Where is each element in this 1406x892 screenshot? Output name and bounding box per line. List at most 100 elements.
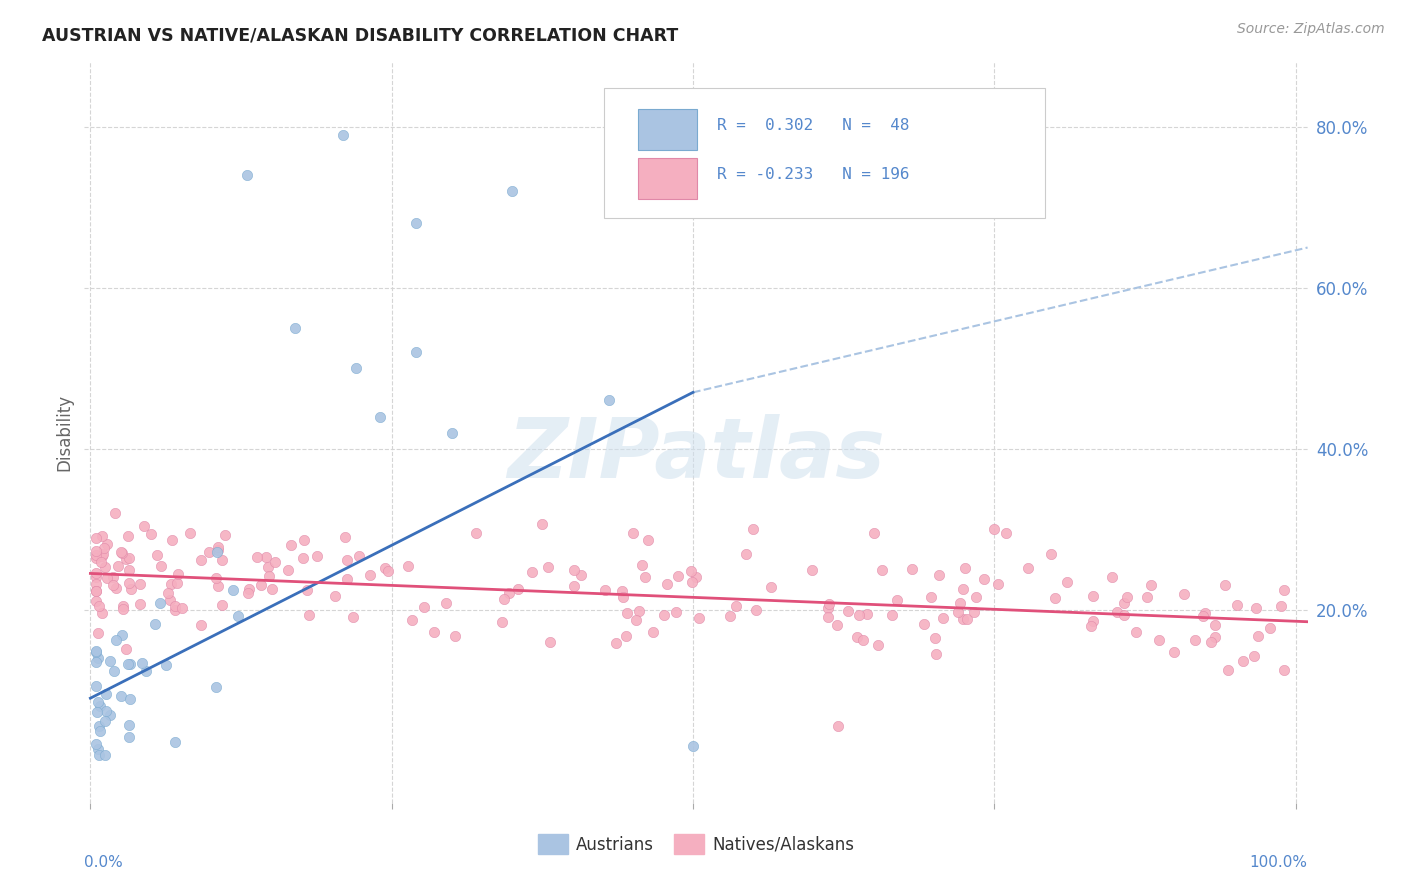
Point: [368, 409, 391, 424]
Point: [827, 719, 849, 733]
Point: [250, 578, 273, 592]
Point: [172, 600, 194, 615]
Point: [129, 577, 152, 591]
Point: [1270, 599, 1292, 614]
Point: [118, 718, 141, 732]
Point: [155, 658, 177, 673]
Point: [332, 128, 354, 142]
Point: [880, 607, 903, 622]
Text: 0.0%: 0.0%: [84, 855, 124, 870]
Point: [86, 566, 108, 580]
Point: [143, 617, 166, 632]
Point: [1218, 663, 1240, 677]
Point: [1204, 618, 1226, 632]
Point: [90, 606, 112, 620]
Point: [1258, 622, 1281, 636]
Point: [631, 558, 654, 572]
Point: [681, 564, 703, 578]
Point: [139, 527, 162, 541]
Point: [221, 583, 243, 598]
Point: [952, 612, 974, 626]
Point: [1226, 598, 1249, 612]
Point: [688, 611, 710, 625]
Point: [118, 731, 141, 745]
Point: [1017, 561, 1039, 575]
Point: [444, 629, 467, 643]
Point: [90, 549, 112, 563]
Point: [98, 654, 121, 668]
Point: [1192, 609, 1215, 624]
Point: [825, 617, 848, 632]
Point: [1040, 548, 1063, 562]
Point: [1112, 608, 1135, 623]
Point: [1272, 582, 1295, 597]
Point: [86, 705, 108, 719]
Point: [405, 345, 427, 359]
Point: [207, 540, 229, 554]
Point: [643, 624, 665, 639]
Point: [718, 609, 741, 624]
Point: [520, 565, 543, 579]
Point: [963, 605, 986, 619]
Point: [616, 606, 638, 620]
Point: [110, 545, 132, 559]
Point: [87, 719, 110, 733]
Point: [562, 579, 585, 593]
Point: [87, 695, 110, 709]
Point: [634, 569, 657, 583]
Point: [1199, 635, 1222, 649]
Point: [94, 704, 117, 718]
Point: [238, 582, 260, 596]
Point: [103, 577, 125, 591]
Point: [924, 631, 946, 645]
Point: [434, 596, 457, 610]
Point: [160, 576, 183, 591]
Point: [995, 526, 1018, 541]
Point: [1232, 654, 1254, 668]
Point: [190, 552, 212, 566]
Point: [1056, 575, 1078, 590]
Point: [347, 549, 370, 564]
Point: [150, 558, 173, 573]
Point: [1115, 590, 1137, 604]
Text: Source: ZipAtlas.com: Source: ZipAtlas.com: [1237, 22, 1385, 37]
Point: [886, 593, 908, 607]
Legend: Austrians, Natives/Alaskans: Austrians, Natives/Alaskans: [531, 828, 860, 861]
Point: [396, 559, 419, 574]
Point: [98, 707, 121, 722]
Point: [1244, 601, 1267, 615]
Point: [852, 633, 875, 648]
Point: [498, 586, 520, 600]
Point: [103, 570, 125, 584]
Point: [405, 216, 427, 230]
Point: [87, 625, 110, 640]
Point: [89, 723, 111, 738]
Point: [94, 747, 117, 762]
Point: [920, 591, 942, 605]
Point: [374, 560, 396, 574]
Point: [856, 607, 879, 622]
Point: [323, 589, 346, 603]
Point: [86, 737, 108, 751]
Point: [159, 592, 181, 607]
Point: [165, 735, 187, 749]
Point: [1184, 633, 1206, 648]
Point: [682, 739, 704, 754]
Point: [284, 321, 307, 335]
Point: [86, 551, 108, 566]
Point: [204, 571, 226, 585]
Point: [118, 576, 141, 591]
Point: [264, 555, 287, 569]
Point: [86, 531, 108, 545]
Point: [1107, 605, 1129, 619]
Point: [492, 591, 515, 606]
Point: [297, 583, 319, 598]
Point: [655, 577, 678, 591]
Point: [1243, 649, 1265, 664]
Point: [624, 613, 647, 627]
Point: [377, 564, 399, 578]
Point: [1213, 578, 1236, 592]
Point: [86, 651, 108, 665]
Point: [257, 560, 280, 574]
Point: [336, 572, 359, 586]
